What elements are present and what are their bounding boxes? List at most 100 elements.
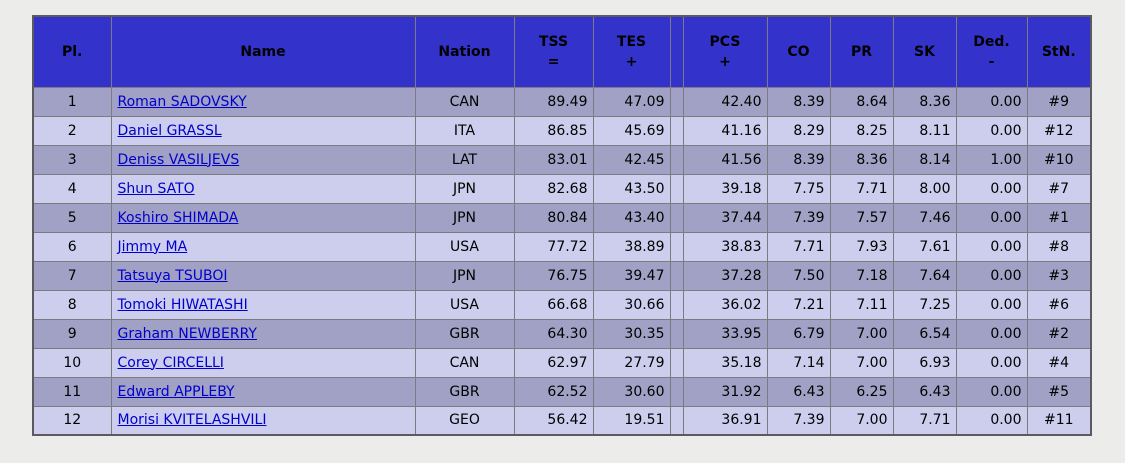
cell-pr: 7.00	[829, 405, 894, 436]
cell-sk: 6.93	[892, 347, 957, 378]
column-header-sub-symbol: =	[547, 53, 560, 70]
cell-pr: 7.11	[829, 289, 894, 320]
skater-link[interactable]: Edward APPLEBY	[117, 383, 235, 400]
cell-nation: GBR	[414, 376, 515, 407]
cell-tss: 62.52	[513, 376, 594, 407]
spacer-cell	[669, 86, 684, 117]
cell-name: Edward APPLEBY	[110, 376, 416, 407]
cell-pcs: 33.95	[682, 318, 768, 349]
cell-tes: 45.69	[592, 115, 671, 146]
skater-link[interactable]: Roman SADOVSKY	[117, 93, 247, 110]
cell-co: 7.75	[766, 173, 831, 204]
skater-link[interactable]: Daniel GRASSL	[117, 122, 222, 139]
cell-co: 8.39	[766, 86, 831, 117]
cell-sk: 7.64	[892, 260, 957, 291]
cell-tes: 43.50	[592, 173, 671, 204]
cell-stn: #12	[1026, 115, 1092, 146]
cell-ded: 0.00	[955, 318, 1028, 349]
cell-pl: 11	[32, 376, 112, 407]
spacer-cell	[669, 376, 684, 407]
cell-co: 7.39	[766, 405, 831, 436]
table-row: 4 Shun SATO JPN 82.68 43.50 39.18 7.75 7.71 8.00…	[32, 173, 1092, 204]
cell-tes: 19.51	[592, 405, 671, 436]
column-header-label: Ded.	[973, 33, 1010, 50]
spacer-cell	[669, 144, 684, 175]
cell-name: Shun SATO	[110, 173, 416, 204]
cell-tss: 82.68	[513, 173, 594, 204]
cell-pl: 9	[32, 318, 112, 349]
column-header-ded: Ded. -	[955, 15, 1028, 88]
spacer-cell	[669, 318, 684, 349]
skater-link[interactable]: Koshiro SHIMADA	[117, 209, 239, 226]
cell-co: 6.43	[766, 376, 831, 407]
cell-tss: 76.75	[513, 260, 594, 291]
cell-pl: 2	[32, 115, 112, 146]
cell-ded: 0.00	[955, 231, 1028, 262]
cell-nation: CAN	[414, 86, 515, 117]
cell-tss: 83.01	[513, 144, 594, 175]
column-header-label: Nation	[438, 43, 491, 60]
cell-tes: 47.09	[592, 86, 671, 117]
cell-co: 6.79	[766, 318, 831, 349]
table-row: 6 Jimmy MA USA 77.72 38.89 38.83 7.71 7.93 7.61 0…	[32, 231, 1092, 262]
skater-link[interactable]: Tomoki HIWATASHI	[117, 296, 248, 313]
results-table: Pl. Name Nation TSS = TES + PCS + CO PR SK Ded. - StN.…	[32, 15, 1092, 436]
cell-co: 7.21	[766, 289, 831, 320]
skater-link[interactable]: Graham NEWBERRY	[117, 325, 257, 342]
cell-tes: 30.66	[592, 289, 671, 320]
cell-ded: 0.00	[955, 405, 1028, 436]
cell-pcs: 39.18	[682, 173, 768, 204]
cell-nation: JPN	[414, 173, 515, 204]
cell-stn: #2	[1026, 318, 1092, 349]
cell-ded: 0.00	[955, 376, 1028, 407]
cell-pl: 6	[32, 231, 112, 262]
cell-tss: 80.84	[513, 202, 594, 233]
cell-sk: 8.11	[892, 115, 957, 146]
cell-pr: 7.18	[829, 260, 894, 291]
skater-link[interactable]: Jimmy MA	[117, 238, 188, 255]
cell-sk: 7.25	[892, 289, 957, 320]
column-header-pr: PR	[829, 15, 894, 88]
cell-co: 8.29	[766, 115, 831, 146]
cell-sk: 8.36	[892, 86, 957, 117]
cell-pl: 1	[32, 86, 112, 117]
skater-link[interactable]: Corey CIRCELLI	[117, 354, 224, 371]
cell-stn: #9	[1026, 86, 1092, 117]
cell-nation: JPN	[414, 260, 515, 291]
cell-pl: 3	[32, 144, 112, 175]
column-header-co: CO	[766, 15, 831, 88]
cell-tss: 64.30	[513, 318, 594, 349]
cell-pr: 8.36	[829, 144, 894, 175]
cell-sk: 8.00	[892, 173, 957, 204]
cell-name: Tomoki HIWATASHI	[110, 289, 416, 320]
cell-ded: 0.00	[955, 202, 1028, 233]
cell-ded: 0.00	[955, 173, 1028, 204]
cell-pcs: 41.16	[682, 115, 768, 146]
cell-pl: 10	[32, 347, 112, 378]
cell-pl: 5	[32, 202, 112, 233]
cell-co: 7.71	[766, 231, 831, 262]
skater-link[interactable]: Deniss VASILJEVS	[117, 151, 240, 168]
cell-stn: #6	[1026, 289, 1092, 320]
cell-stn: #1	[1026, 202, 1092, 233]
cell-tes: 39.47	[592, 260, 671, 291]
cell-sk: 7.61	[892, 231, 957, 262]
cell-pl: 12	[32, 405, 112, 436]
cell-pr: 8.25	[829, 115, 894, 146]
cell-pr: 8.64	[829, 86, 894, 117]
column-header-tss: TSS =	[513, 15, 594, 88]
column-header-pl: Pl.	[32, 15, 112, 88]
cell-co: 7.14	[766, 347, 831, 378]
cell-sk: 8.14	[892, 144, 957, 175]
skater-link[interactable]: Shun SATO	[117, 180, 195, 197]
spacer-cell	[669, 405, 684, 436]
skater-link[interactable]: Morisi KVITELASHVILI	[117, 412, 267, 429]
cell-name: Corey CIRCELLI	[110, 347, 416, 378]
cell-nation: GBR	[414, 318, 515, 349]
cell-tes: 38.89	[592, 231, 671, 262]
column-header-label: StN.	[1041, 43, 1076, 60]
spacer-cell	[669, 347, 684, 378]
skater-link[interactable]: Tatsuya TSUBOI	[117, 267, 228, 284]
header-spacer-cell	[669, 15, 684, 88]
cell-ded: 0.00	[955, 347, 1028, 378]
